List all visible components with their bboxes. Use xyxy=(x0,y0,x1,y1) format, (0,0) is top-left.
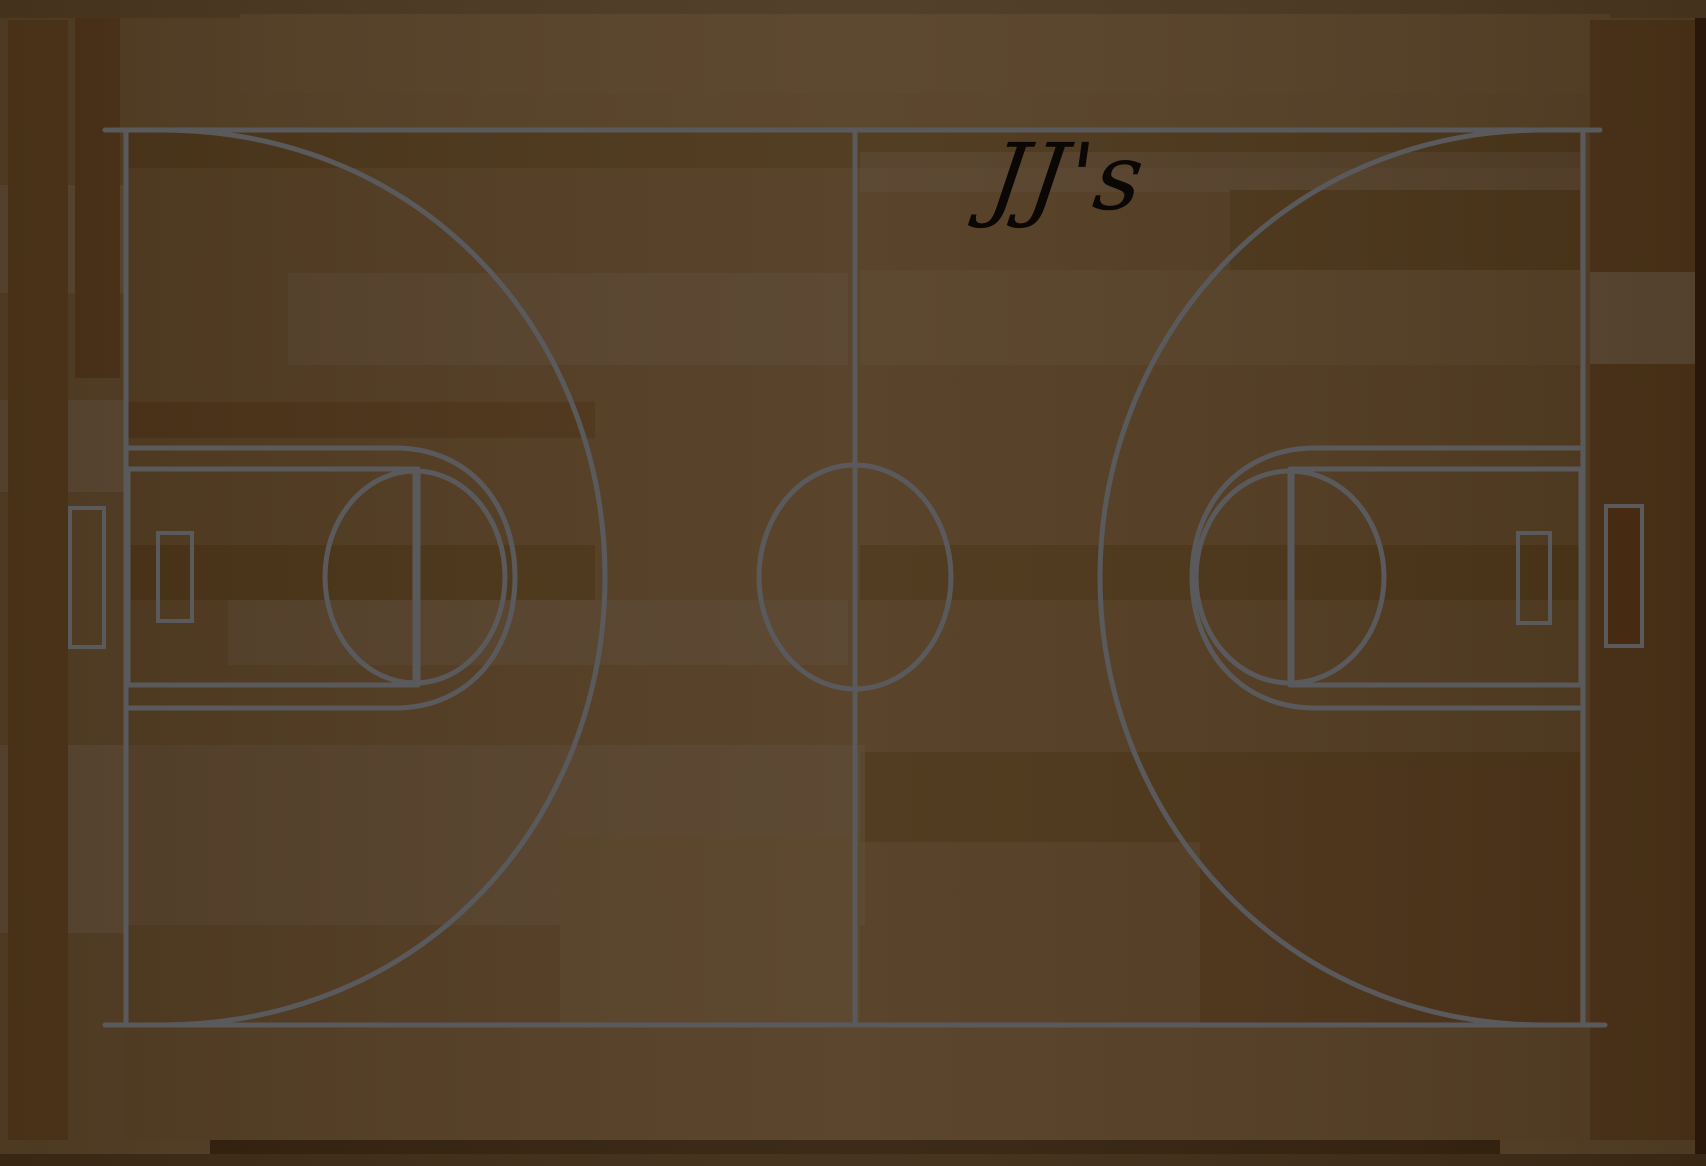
hoop-marker-icon xyxy=(68,506,106,649)
center-circle xyxy=(756,462,954,692)
right-key xyxy=(1189,445,1584,711)
hoop-marker-icon xyxy=(1604,504,1644,648)
right-three-point-arc xyxy=(1097,127,1586,1028)
left-key xyxy=(125,445,518,711)
left-lane xyxy=(125,466,421,688)
court-lines xyxy=(68,127,1644,1028)
court-title: JJ's xyxy=(982,124,1152,231)
left-half xyxy=(68,127,608,1028)
right-backboard xyxy=(1516,531,1552,625)
left-backboard xyxy=(156,531,194,623)
right-half xyxy=(1097,127,1644,1028)
left-three-point-arc xyxy=(123,127,608,1028)
